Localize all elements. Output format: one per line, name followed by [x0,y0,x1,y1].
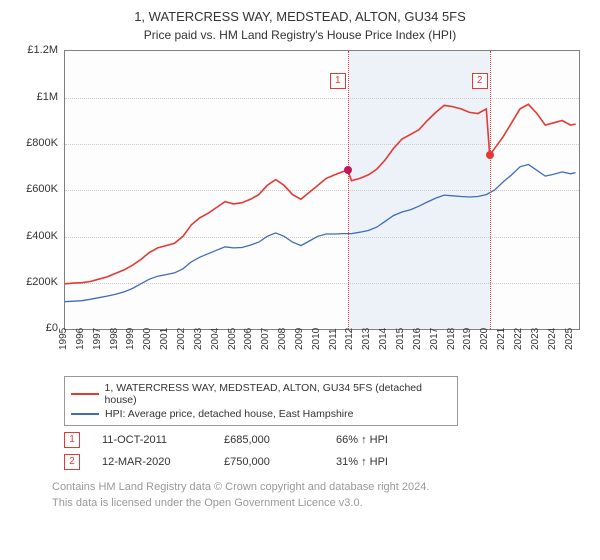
y-axis-labels: £0£200K£400K£600K£800K£1M£1.2M [20,50,62,370]
x-axis-labels: 1995199619971998199920002001200220032004… [64,330,580,370]
x-tick-label: 2011 [328,329,339,351]
sale-vs-hpi: 66% ↑ HPI [336,434,388,446]
x-tick-label: 1997 [92,328,103,350]
x-tick-label: 2013 [361,328,372,350]
x-tick-label: 2014 [378,328,389,350]
chart-marker-dot [486,151,494,159]
x-tick-label: 2017 [429,328,440,350]
y-tick-label: £1M [37,91,58,103]
sale-price: £685,000 [224,434,314,446]
y-tick-label: £800K [26,137,58,149]
x-tick-label: 2001 [159,328,170,350]
y-tick-label: £200K [26,276,58,288]
y-tick-label: £400K [26,230,58,242]
x-tick-label: 2025 [564,328,575,350]
sale-date: 11-OCT-2011 [102,434,202,446]
x-tick-label: 1998 [109,328,120,350]
x-tick-label: 2012 [344,328,355,350]
legend-label-1: 1, WATERCRESS WAY, MEDSTEAD, ALTON, GU34… [105,382,451,406]
legend: 1, WATERCRESS WAY, MEDSTEAD, ALTON, GU34… [64,376,458,426]
x-tick-label: 2020 [479,328,490,350]
x-tick-label: 2010 [311,328,322,350]
x-tick-label: 2003 [193,328,204,350]
y-tick-label: £600K [26,183,58,195]
x-tick-label: 2021 [496,328,507,350]
x-tick-label: 2024 [547,328,558,350]
y-tick-label: £1.2M [27,44,58,56]
x-tick-label: 1999 [125,328,136,350]
x-tick-label: 2018 [446,328,457,350]
footnote: Contains HM Land Registry data © Crown c… [52,480,590,511]
plot-area: 12 [64,50,580,330]
x-tick-label: 2008 [277,328,288,350]
legend-swatch-2 [71,413,99,415]
x-tick-label: 2023 [530,328,541,350]
sale-date: 12-MAR-2020 [102,456,202,468]
chart-container: 1, WATERCRESS WAY, MEDSTEAD, ALTON, GU34… [0,0,600,517]
x-tick-label: 1995 [58,328,69,350]
chart-subtitle: Price paid vs. HM Land Registry's House … [10,28,590,42]
legend-item-2: HPI: Average price, detached house, East… [71,407,451,421]
chart-marker-box: 1 [330,73,346,89]
footnote-line-2: This data is licensed under the Open Gov… [52,497,363,509]
x-tick-label: 2007 [260,328,271,350]
chart-marker-dot [344,166,352,174]
x-tick-label: 2006 [243,328,254,350]
x-tick-label: 2004 [210,328,221,350]
legend-item-1: 1, WATERCRESS WAY, MEDSTEAD, ALTON, GU34… [71,381,451,407]
x-tick-label: 1996 [75,328,86,350]
plot-box: £0£200K£400K£600K£800K£1M£1.2M 12 199519… [20,50,580,370]
x-tick-label: 2016 [412,328,423,350]
x-tick-label: 2009 [294,328,305,350]
x-tick-label: 2005 [227,328,238,350]
x-tick-label: 2015 [395,328,406,350]
line-chart-svg [65,51,579,329]
x-tick-label: 2002 [176,328,187,350]
sale-marker-box: 2 [64,454,80,470]
x-tick-label: 2019 [462,328,473,350]
x-tick-label: 2000 [142,328,153,350]
x-tick-label: 2022 [513,328,524,350]
legend-swatch-1 [71,393,99,395]
chart-title: 1, WATERCRESS WAY, MEDSTEAD, ALTON, GU34… [10,8,590,26]
sale-row: 2 12-MAR-2020 £750,000 31% ↑ HPI [64,454,590,470]
sale-row: 1 11-OCT-2011 £685,000 66% ↑ HPI [64,432,590,448]
sale-marker-box: 1 [64,432,80,448]
sale-vs-hpi: 31% ↑ HPI [336,456,388,468]
sales-table: 1 11-OCT-2011 £685,000 66% ↑ HPI 2 12-MAR-202… [10,432,590,470]
sale-price: £750,000 [224,456,314,468]
y-tick-label: £0 [46,322,58,334]
chart-marker-box: 2 [472,73,488,89]
footnote-line-1: Contains HM Land Registry data © Crown c… [52,481,429,493]
legend-label-2: HPI: Average price, detached house, East… [105,408,353,420]
